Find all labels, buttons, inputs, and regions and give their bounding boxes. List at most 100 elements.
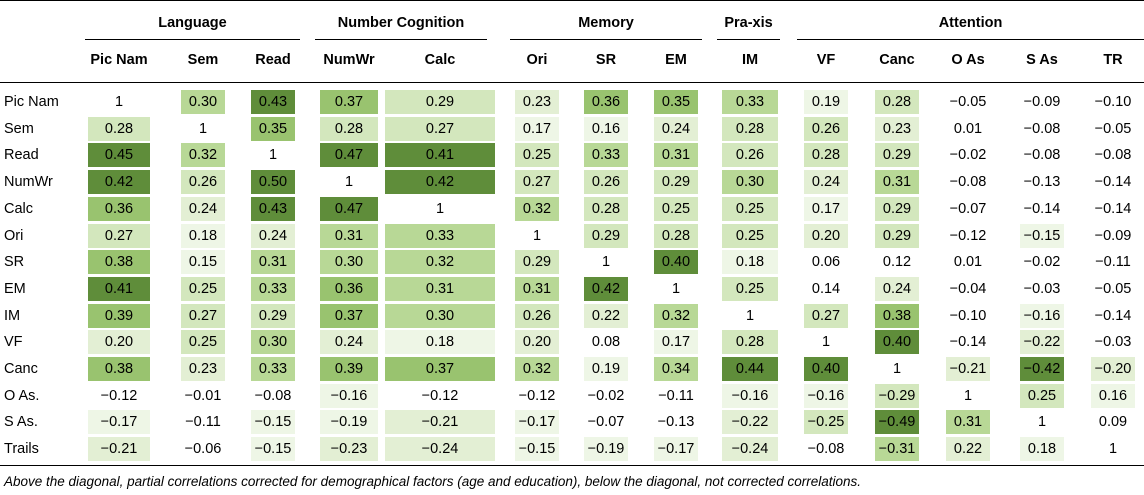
table-cell: 0.36 [88,196,150,221]
table-cell: −0.25 [804,410,848,435]
table-cell: 0.09 [1098,414,1128,431]
row-label: Sem [4,120,34,137]
table-cell: 0.41 [385,143,495,168]
table-cell: 0.25 [654,196,698,221]
table-cell: 0.27 [88,223,150,248]
table-cell: 1 [601,254,611,271]
table-cell: 0.32 [385,250,495,275]
table-cell: 0.29 [584,223,628,248]
table-cell: 0.24 [251,223,295,248]
table-footnote: Above the diagonal, partial correlations… [4,474,861,489]
table-cell: 0.29 [251,303,295,328]
table-cell: −0.22 [1020,330,1064,355]
table-cell: 0.32 [515,196,559,221]
table-cell: 0.34 [654,357,698,381]
table-cell: 0.37 [320,303,378,328]
column-header: S As [1026,52,1058,68]
group-underline [510,39,702,40]
table-cell: 1 [532,227,542,244]
row-label: EM [4,280,26,297]
table-cell: 0.31 [654,143,698,168]
table-cell: 0.23 [181,357,225,381]
table-cell: 0.33 [722,90,778,114]
table-cell: 0.08 [591,334,621,351]
table-cell: 0.24 [804,170,848,195]
table-cell: 0.18 [722,250,778,275]
table-cell: 0.20 [88,330,150,355]
group-header-memory: Memory [578,15,634,31]
table-cell: 0.38 [88,357,150,381]
table-cell: 0.31 [875,170,919,195]
table-cell: 1 [671,280,681,297]
header-bottom-rule [0,82,1144,83]
table-cell: 0.30 [181,90,225,114]
group-header-language: Language [158,15,227,31]
table-cell: 0.06 [811,254,841,271]
table-cell: −0.09 [1094,227,1132,244]
table-cell: −0.21 [946,357,990,381]
table-cell: −0.14 [1094,307,1132,324]
table-cell: −0.10 [1094,94,1132,110]
table-cell: 0.14 [811,280,841,297]
table-cell: −0.11 [1095,254,1131,271]
table-cell: −0.22 [722,410,778,435]
table-cell: 0.38 [88,250,150,275]
table-cell: 0.33 [385,223,495,248]
table-cell: 0.32 [654,303,698,328]
table-cell: 0.44 [722,357,778,381]
table-cell: 1 [963,387,973,404]
table-cell: −0.15 [251,437,295,462]
table-cell: −0.14 [1094,200,1132,217]
table-cell: 0.47 [320,196,378,221]
table-cell: −0.12 [100,387,138,404]
table-cell: 1 [435,200,445,217]
table-cell: −0.05 [1094,280,1132,297]
table-cell: 0.43 [251,90,295,114]
group-underline [85,39,300,40]
row-label: Pic Nam [4,94,59,110]
table-cell: 0.24 [320,330,378,355]
table-cell: 0.28 [875,90,919,114]
table-cell: −0.19 [584,437,628,462]
table-cell: 0.27 [804,303,848,328]
row-label: SR [4,254,25,271]
table-cell: 0.30 [385,303,495,328]
table-cell: −0.08 [1023,120,1061,137]
table-cell: −0.24 [722,437,778,462]
table-cell: −0.12 [949,227,987,244]
table-cell: 0.31 [385,276,495,301]
table-cell: 0.29 [875,223,919,248]
table-cell: 0.01 [953,254,983,271]
top-rule [0,0,1144,1]
table-cell: 0.27 [385,116,495,141]
table-cell: −0.10 [949,307,987,324]
table-cell: −0.16 [320,383,378,408]
table-cell: 1 [1037,414,1047,431]
table-cell: 1 [268,147,278,164]
table-cell: 0.29 [875,143,919,168]
table-cell: −0.08 [254,387,292,404]
table-cell: 0.24 [875,276,919,301]
table-cell: 0.28 [320,116,378,141]
column-header: EM [665,52,687,68]
table-cell: 1 [344,174,354,191]
group-header-attention: Attention [938,15,1003,31]
table-cell: −0.04 [949,280,987,297]
row-label: Read [4,147,39,164]
table-cell: −0.08 [1094,147,1132,164]
table-cell: 0.36 [584,90,628,114]
table-cell: 0.01 [953,120,983,137]
table-cell: 0.25 [181,330,225,355]
table-cell: 0.29 [515,250,559,275]
table-cell: −0.21 [385,410,495,435]
group-header-pra-xis: Pra-xis [724,15,773,31]
table-cell: 0.16 [584,116,628,141]
table-cell: 0.28 [722,330,778,355]
column-header: VF [816,52,836,68]
group-underline [797,39,1144,40]
group-underline [717,39,780,40]
table-cell: −0.17 [515,410,559,435]
table-cell: −0.08 [1023,147,1061,164]
table-cell: −0.20 [1091,357,1135,381]
column-header: O As [951,52,985,68]
